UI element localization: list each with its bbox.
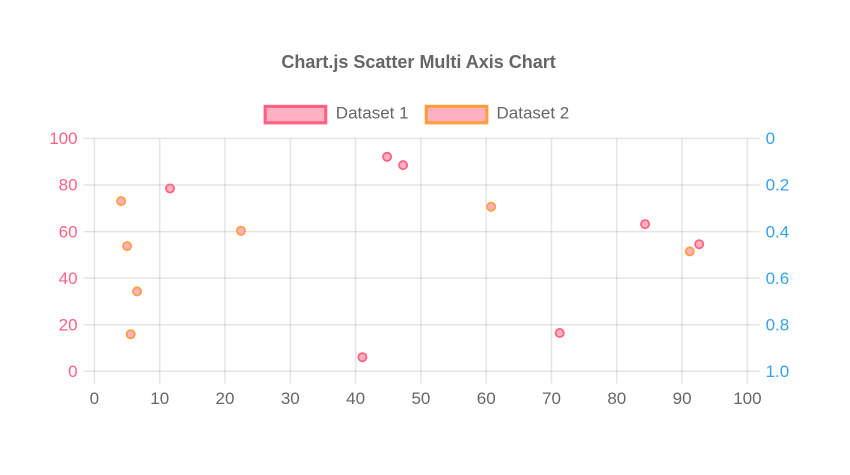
svg-text:0: 0 xyxy=(68,362,77,381)
svg-text:30: 30 xyxy=(281,389,300,408)
svg-text:Dataset 2: Dataset 2 xyxy=(497,103,570,122)
svg-text:Chart.js Scatter Multi Axis Ch: Chart.js Scatter Multi Axis Chart xyxy=(281,52,555,72)
svg-text:0.6: 0.6 xyxy=(766,269,790,288)
svg-text:20: 20 xyxy=(59,315,78,334)
svg-text:60: 60 xyxy=(477,389,496,408)
svg-text:0: 0 xyxy=(90,389,99,408)
svg-text:0.4: 0.4 xyxy=(766,222,790,241)
svg-text:0.2: 0.2 xyxy=(766,176,790,195)
svg-text:80: 80 xyxy=(607,389,626,408)
svg-text:50: 50 xyxy=(411,389,430,408)
svg-text:10: 10 xyxy=(150,389,169,408)
svg-text:90: 90 xyxy=(673,389,692,408)
svg-text:80: 80 xyxy=(59,176,78,195)
svg-text:1.0: 1.0 xyxy=(766,362,790,381)
svg-text:60: 60 xyxy=(59,222,78,241)
svg-text:100: 100 xyxy=(733,389,761,408)
svg-text:40: 40 xyxy=(346,389,365,408)
svg-text:Dataset 1: Dataset 1 xyxy=(336,103,409,122)
svg-text:0: 0 xyxy=(766,129,775,148)
svg-text:70: 70 xyxy=(542,389,561,408)
svg-text:40: 40 xyxy=(59,269,78,288)
svg-text:0.8: 0.8 xyxy=(766,315,790,334)
svg-text:20: 20 xyxy=(216,389,235,408)
svg-text:100: 100 xyxy=(49,129,77,148)
